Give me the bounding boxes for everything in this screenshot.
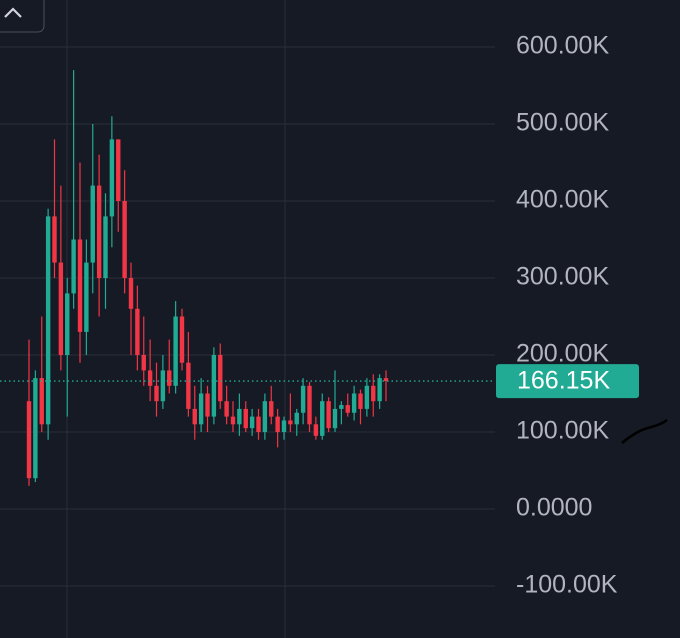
- candle-body: [269, 401, 274, 417]
- candle-body: [26, 401, 32, 479]
- candle-body: [116, 139, 121, 201]
- last-price-tag: [496, 364, 639, 399]
- candle-body: [103, 216, 108, 278]
- grid: [0, 46, 495, 587]
- candle-body: [198, 393, 204, 425]
- candle-body: [281, 420, 287, 433]
- candle-body: [288, 420, 293, 425]
- candle-body: [332, 408, 338, 429]
- button-frame[interactable]: [0, 0, 45, 33]
- candle-body: [160, 370, 166, 402]
- y-tick-label: 0.0000: [516, 494, 592, 522]
- candle-body: [218, 355, 223, 402]
- candle-body: [77, 239, 83, 332]
- candle-body: [71, 239, 76, 294]
- candle-body: [243, 408, 248, 429]
- chevron-icon: [4, 7, 22, 18]
- candle-body: [262, 401, 268, 433]
- candle-body: [135, 308, 140, 356]
- y-tick-label: 600.00K: [516, 32, 609, 60]
- y-tick-label: 100.00K: [516, 417, 609, 445]
- candle-body: [358, 393, 363, 409]
- y-tick-label: 300.00K: [516, 263, 609, 291]
- candle-body: [224, 401, 229, 417]
- last-price-label: 166.15K: [517, 367, 610, 395]
- candle-body: [39, 378, 44, 425]
- candle-body: [90, 185, 95, 263]
- candle-body: [230, 416, 236, 425]
- candle-body: [154, 385, 159, 402]
- y-tick-label: -100.00K: [516, 571, 618, 599]
- candle-body: [377, 378, 382, 402]
- candle-body: [294, 412, 299, 425]
- y-tick-label: 200.00K: [516, 340, 609, 368]
- candle-body: [65, 293, 70, 356]
- candle-body: [211, 355, 217, 417]
- candle-body: [141, 355, 146, 371]
- candle-body: [383, 378, 389, 382]
- candle-body: [256, 416, 261, 433]
- y-tick-label: 400.00K: [516, 186, 609, 214]
- price-axis: -100.00K 0.0000 100.00K 200.00K 300.00K 400.0…: [0, 32, 639, 599]
- candle-body: [186, 362, 191, 409]
- y-tick-label: 500.00K: [516, 109, 609, 137]
- candle-body: [179, 316, 185, 363]
- candle-body: [58, 262, 64, 356]
- scroll-up-button[interactable]: [0, 0, 45, 33]
- candle-body: [122, 200, 127, 278]
- candle-body: [339, 405, 344, 409]
- candle-body: [326, 401, 331, 429]
- candle-body: [371, 385, 376, 402]
- candle-body: [364, 385, 370, 409]
- candle-body: [147, 370, 153, 386]
- candle-body: [205, 393, 210, 417]
- candle-body: [237, 408, 242, 425]
- candle-body: [45, 216, 51, 425]
- candle-body: [320, 401, 325, 436]
- candle-body: [84, 262, 89, 332]
- candle-body: [96, 185, 102, 278]
- candle-body: [33, 378, 38, 479]
- candle-body: [128, 277, 134, 309]
- candle-body: [173, 316, 178, 386]
- candle-body: [351, 393, 357, 413]
- candle-body: [249, 416, 255, 429]
- candle-body: [300, 385, 306, 413]
- candle-body: [192, 408, 197, 425]
- candle-body: [307, 385, 312, 425]
- candle-body: [167, 370, 172, 386]
- scribble: [621, 418, 668, 444]
- candle-body: [52, 216, 57, 263]
- candles: [26, 70, 389, 486]
- candle-body: [313, 424, 319, 436]
- candle-body: [345, 405, 350, 413]
- candle-body: [109, 139, 115, 217]
- candle-body: [275, 416, 280, 433]
